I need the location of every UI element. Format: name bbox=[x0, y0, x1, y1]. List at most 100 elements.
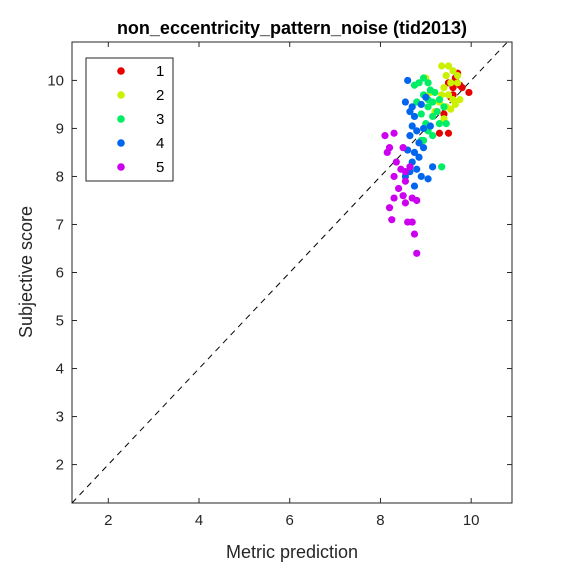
data-point-series-5 bbox=[406, 163, 414, 171]
data-point-series-5 bbox=[392, 158, 400, 166]
data-point-series-3 bbox=[419, 74, 428, 82]
data-point-series-4 bbox=[417, 100, 425, 109]
x-axis-ticks: 2 4 6 8 10 bbox=[104, 42, 480, 529]
data-point-series-2 bbox=[444, 91, 453, 99]
legend-label-4: 4 bbox=[156, 135, 164, 152]
data-point-series-3 bbox=[417, 110, 425, 118]
data-point-series-5 bbox=[413, 249, 421, 257]
data-point-series-4 bbox=[410, 182, 419, 190]
y-tick-label: 2 bbox=[56, 457, 64, 474]
data-point-series-5 bbox=[399, 192, 407, 200]
legend-label-5: 5 bbox=[156, 159, 164, 176]
data-point-series-5 bbox=[401, 199, 410, 207]
data-point-series-4 bbox=[426, 122, 434, 130]
data-point-series-5 bbox=[399, 144, 407, 152]
data-point-series-3 bbox=[424, 103, 432, 111]
data-point-series-3 bbox=[433, 108, 441, 116]
data-point-series-5 bbox=[390, 194, 398, 202]
data-point-series-4 bbox=[404, 76, 412, 85]
data-point-series-3 bbox=[429, 132, 437, 140]
data-point-series-2 bbox=[453, 72, 462, 80]
data-point-series-5 bbox=[410, 230, 419, 238]
data-point-series-3 bbox=[424, 79, 432, 87]
data-point-series-2 bbox=[453, 79, 462, 87]
data-point-series-2 bbox=[444, 62, 453, 70]
y-axis-label: Subjective score bbox=[16, 206, 36, 338]
data-point-series-5 bbox=[390, 172, 398, 181]
y-tick-label: 4 bbox=[56, 361, 64, 378]
data-point-series-4 bbox=[410, 112, 419, 121]
x-tick-label: 10 bbox=[463, 512, 480, 529]
data-point-series-3 bbox=[410, 81, 419, 89]
data-point-series-4 bbox=[419, 144, 428, 152]
data-point-series-3 bbox=[429, 112, 437, 121]
data-point-series-2 bbox=[449, 67, 457, 75]
data-point-series-4 bbox=[413, 165, 421, 173]
chart-title: non_eccentricity_pattern_noise (tid2013) bbox=[117, 18, 467, 38]
x-tick-label: 2 bbox=[104, 512, 112, 529]
data-point-series-5 bbox=[388, 216, 396, 224]
y-tick-label: 8 bbox=[56, 168, 64, 185]
data-points bbox=[381, 62, 473, 257]
y-tick-label: 7 bbox=[56, 216, 64, 233]
data-point-series-2 bbox=[438, 62, 446, 70]
legend-label-2: 2 bbox=[156, 87, 164, 104]
legend: 1 2 3 4 5 bbox=[85, 57, 174, 182]
data-point-series-2 bbox=[447, 105, 455, 113]
data-point-series-5 bbox=[385, 204, 394, 212]
legend-marker-2 bbox=[117, 91, 125, 99]
data-point-series-4 bbox=[417, 172, 425, 181]
y-tick-label: 9 bbox=[56, 120, 64, 137]
x-tick-label: 4 bbox=[195, 512, 203, 529]
y-tick-label: 6 bbox=[56, 265, 64, 282]
data-point-series-5 bbox=[401, 177, 410, 185]
legend-label-1: 1 bbox=[156, 63, 164, 80]
data-point-series-5 bbox=[394, 184, 403, 193]
legend-marker-3 bbox=[117, 115, 125, 123]
data-point-series-3 bbox=[442, 120, 450, 128]
y-tick-label: 10 bbox=[47, 72, 64, 89]
data-point-series-2 bbox=[442, 72, 450, 80]
data-point-series-4 bbox=[429, 163, 437, 171]
legend-marker-4 bbox=[117, 139, 125, 147]
data-point-series-4 bbox=[406, 132, 414, 140]
legend-marker-5 bbox=[117, 163, 125, 171]
data-point-series-5 bbox=[413, 196, 421, 205]
data-point-series-2 bbox=[440, 84, 448, 92]
data-point-series-1 bbox=[458, 84, 466, 92]
data-point-series-3 bbox=[429, 98, 437, 106]
y-tick-label: 5 bbox=[56, 313, 64, 330]
data-point-series-4 bbox=[410, 148, 419, 157]
data-point-series-4 bbox=[408, 103, 416, 111]
data-point-series-5 bbox=[385, 144, 394, 152]
data-point-series-3 bbox=[440, 103, 448, 111]
data-point-series-1 bbox=[465, 88, 473, 97]
data-point-series-5 bbox=[401, 168, 410, 176]
data-point-series-4 bbox=[419, 124, 428, 133]
y-tick-label: 3 bbox=[56, 409, 64, 426]
data-point-series-4 bbox=[415, 153, 423, 161]
data-point-series-4 bbox=[413, 127, 421, 135]
data-point-series-4 bbox=[422, 93, 430, 101]
data-point-series-1 bbox=[444, 129, 453, 137]
data-point-series-3 bbox=[435, 120, 444, 128]
x-tick-label: 8 bbox=[376, 512, 384, 529]
data-point-series-3 bbox=[435, 96, 444, 104]
data-point-series-4 bbox=[401, 98, 410, 106]
data-point-series-4 bbox=[415, 139, 423, 147]
data-point-series-2 bbox=[451, 100, 459, 109]
legend-marker-1 bbox=[117, 67, 125, 75]
y-axis-ticks: 2 3 4 5 6 7 8 9 10 bbox=[47, 72, 512, 474]
data-point-series-1 bbox=[435, 129, 444, 137]
legend-label-3: 3 bbox=[156, 111, 164, 128]
x-tick-label: 6 bbox=[286, 512, 294, 529]
x-axis-label: Metric prediction bbox=[226, 542, 358, 562]
data-point-series-3 bbox=[438, 163, 446, 171]
data-point-series-5 bbox=[390, 129, 398, 137]
data-point-series-4 bbox=[424, 175, 432, 183]
legend-box bbox=[85, 57, 174, 182]
data-point-series-5 bbox=[381, 132, 389, 140]
data-point-series-4 bbox=[408, 122, 416, 130]
data-point-series-2 bbox=[456, 96, 464, 104]
